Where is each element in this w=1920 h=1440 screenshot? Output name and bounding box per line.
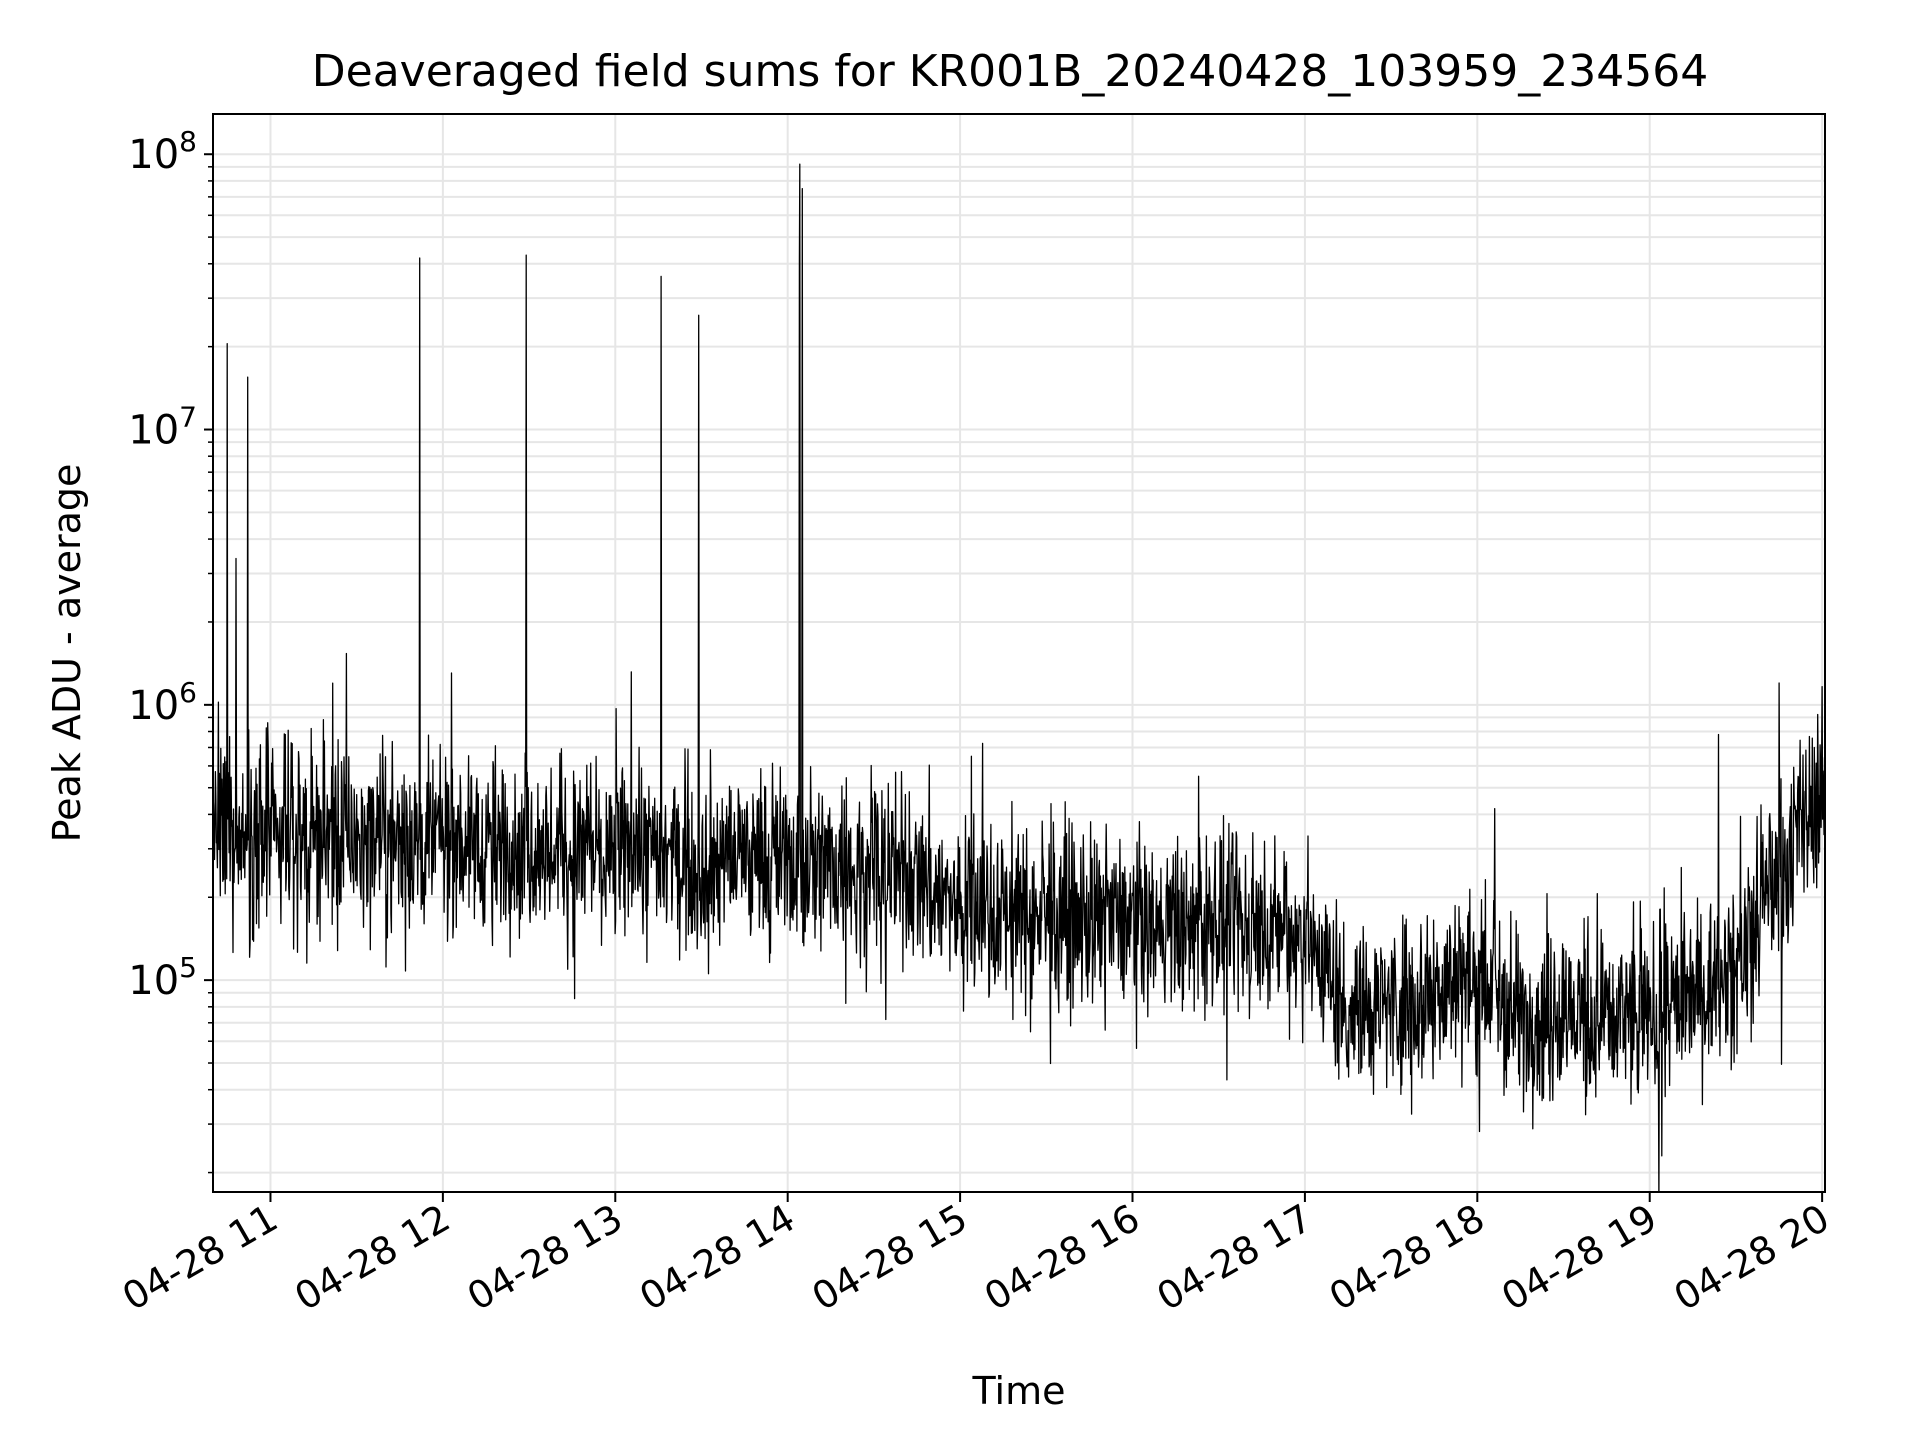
- y-tick-label: 106: [128, 676, 197, 729]
- y-tick-label: 105: [128, 951, 197, 1004]
- y-axis-ticks: 105 106 107 108: [128, 125, 213, 1174]
- x-axis-label: Time: [972, 1369, 1066, 1413]
- series-line: [213, 163, 1825, 1192]
- y-axis-label: Peak ADU - average: [45, 464, 89, 843]
- y-tick-label: 107: [128, 401, 197, 454]
- y-tick-label: 108: [128, 125, 197, 178]
- chart-title: Deaveraged field sums for KR001B_2024042…: [312, 46, 1708, 97]
- series-line-group: [213, 163, 1825, 1192]
- axes-frame: [212, 113, 1826, 1193]
